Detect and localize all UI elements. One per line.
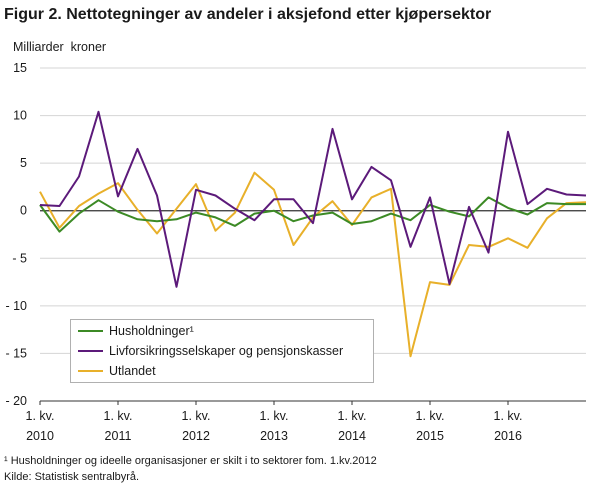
source-note: Kilde: Statistisk sentralbyrå. xyxy=(4,471,140,483)
x-tick-year-label: 2013 xyxy=(260,429,288,443)
legend-label-utlandet: Utlandet xyxy=(109,364,156,378)
y-tick-label: - 10 xyxy=(5,299,27,313)
chart-title: Figur 2. Nettotegninger av andeler i aks… xyxy=(4,6,492,23)
legend: Husholdninger¹ Livforsikringsselskaper o… xyxy=(70,319,374,383)
x-axis-ticks: 1. kv. 2010 1. kv. 2011 1. kv. 2012 1. kv. 2013… xyxy=(26,401,523,443)
x-tick-quarter-label: 1. kv. xyxy=(494,409,523,423)
x-tick-year-label: 2012 xyxy=(182,429,210,443)
legend-label-husholdninger: Husholdninger¹ xyxy=(109,324,194,338)
y-tick-label: - 15 xyxy=(5,346,27,360)
series-line-1 xyxy=(39,110,587,288)
y-axis-ticks: 15 10 5 0 - 5 - 10 - 15 - 20 xyxy=(5,61,27,408)
y-axis-unit-label: Milliarder kroner xyxy=(13,40,107,54)
series-lines xyxy=(39,110,587,358)
y-tick-label: - 5 xyxy=(12,251,27,265)
y-tick-label: - 20 xyxy=(5,394,27,408)
x-tick-year-label: 2014 xyxy=(338,429,366,443)
x-tick-quarter-label: 1. kv. xyxy=(260,409,289,423)
y-tick-label: 10 xyxy=(13,109,27,123)
legend-swatch-livforsikring xyxy=(78,350,103,352)
y-tick-label: 15 xyxy=(13,61,27,75)
series-line-0 xyxy=(39,196,586,233)
legend-swatch-utlandet xyxy=(78,370,103,372)
footnote: ¹ Husholdninger og ideelle organisasjone… xyxy=(4,455,377,467)
legend-label-livforsikring: Livforsikringsselskaper og pensjonskasse… xyxy=(109,344,344,358)
x-tick-year-label: 2010 xyxy=(26,429,54,443)
x-tick-quarter-label: 1. kv. xyxy=(416,409,445,423)
x-tick-quarter-label: 1. kv. xyxy=(338,409,367,423)
x-tick-quarter-label: 1. kv. xyxy=(26,409,55,423)
series-line-2 xyxy=(39,171,587,358)
x-tick-year-label: 2011 xyxy=(105,429,132,443)
legend-swatch-husholdninger xyxy=(78,330,103,332)
x-tick-year-label: 2015 xyxy=(416,429,444,443)
y-tick-label: 0 xyxy=(20,204,27,218)
x-tick-year-label: 2016 xyxy=(494,429,522,443)
x-tick-quarter-label: 1. kv. xyxy=(182,409,211,423)
y-tick-label: 5 xyxy=(20,156,27,170)
x-tick-quarter-label: 1. kv. xyxy=(104,409,133,423)
